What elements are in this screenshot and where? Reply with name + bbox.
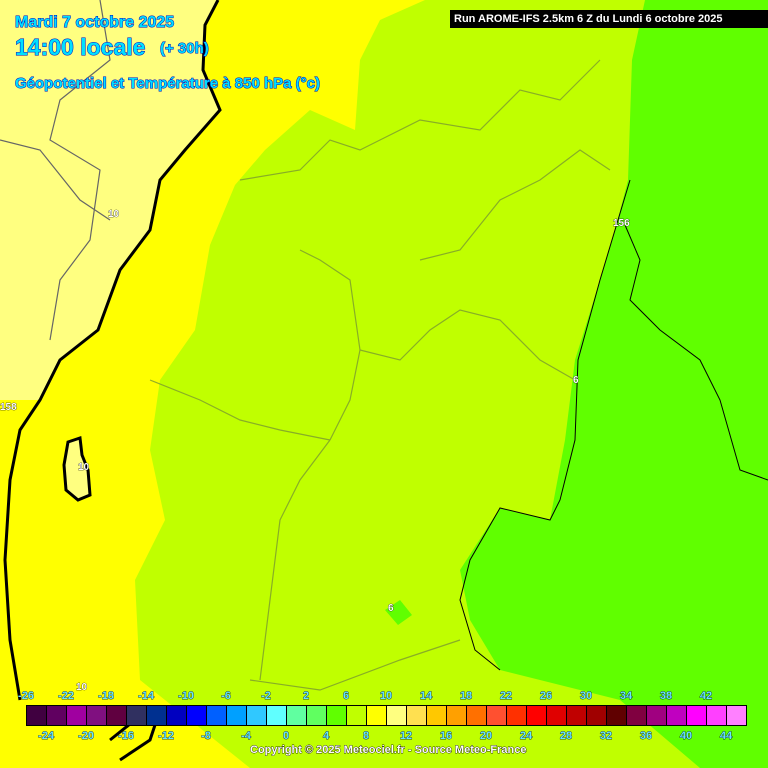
scale-label-top: 6 [342,690,350,703]
color-scale-swatch [347,706,367,725]
color-scale-swatch [127,706,147,725]
contour-label: 158 [0,402,17,414]
color-scale-swatch [607,706,627,725]
color-scale-swatch [507,706,527,725]
scale-label-top: 30 [579,690,593,703]
scale-label-top: -14 [138,690,155,703]
forecast-time: 14:00 locale [14,34,146,61]
color-scale-swatch [647,706,667,725]
scale-label-top: -6 [221,690,231,703]
scale-label-bottom: -24 [38,730,55,743]
color-scale-swatch [487,706,507,725]
color-scale-swatch [387,706,407,725]
scale-label-bottom: 36 [639,730,653,743]
color-scale-swatch [587,706,607,725]
run-info: Run AROME-IFS 2.5km 6 Z du Lundi 6 octob… [450,10,768,28]
color-scale-swatch [27,706,47,725]
contour-label: 10 [76,682,88,694]
scale-label-bottom: 44 [719,730,733,743]
green-patch [385,600,412,625]
scale-label-bottom: 0 [282,730,290,743]
color-scale-swatch [67,706,87,725]
scale-label-bottom: 40 [679,730,693,743]
pale-yellow-region [0,0,220,400]
admin-borders [149,59,611,691]
color-scale-swatch [267,706,287,725]
color-scale-swatch [427,706,447,725]
scale-label-bottom: -8 [201,730,211,743]
isotherm-6 [459,179,631,671]
scale-label-bottom: 4 [322,730,330,743]
color-scale-swatch [667,706,687,725]
scale-label-top: 38 [659,690,673,703]
scale-label-bottom: -16 [118,730,135,743]
scale-label-top: 18 [459,690,473,703]
scale-label-bottom: -4 [241,730,251,743]
color-scale-swatch [547,706,567,725]
scale-label-bottom: 24 [519,730,533,743]
scale-label-top: 42 [699,690,713,703]
parameter-title: Géopotentiel et Température à 850 hPa (°… [15,75,321,93]
scale-label-bottom: 32 [599,730,613,743]
scale-label-top: 22 [499,690,513,703]
color-scale-swatch [87,706,107,725]
color-scale-swatch [187,706,207,725]
scale-label-top: -26 [18,690,35,703]
color-scale-swatch [287,706,307,725]
scale-label-top: -18 [98,690,115,703]
scale-label-top: 26 [539,690,553,703]
color-scale-swatch [167,706,187,725]
scale-label-bottom: 16 [439,730,453,743]
scale-label-bottom: 20 [479,730,493,743]
color-scale-swatch [627,706,647,725]
color-scale-swatch [727,706,746,725]
scale-label-top: 14 [419,690,433,703]
color-scale-swatch [527,706,547,725]
scale-label-top: -10 [178,690,195,703]
color-scale-swatch [567,706,587,725]
borders-west [0,0,111,341]
contour-label: 10 [78,462,90,474]
color-scale-swatch [107,706,127,725]
scale-label-bottom: -12 [158,730,175,743]
scale-label-top: -2 [261,690,271,703]
color-scale-swatch [327,706,347,725]
green-region [460,0,768,768]
color-scale-swatch [407,706,427,725]
contour-label: 156 [613,218,630,230]
forecast-offset: (+ 30h) [160,40,210,58]
scale-label-top: 2 [302,690,310,703]
color-scale-swatch [47,706,67,725]
scale-label-bottom: -20 [78,730,95,743]
scale-label-top: 10 [379,690,393,703]
coastline [3,0,222,701]
scale-label-bottom: 8 [362,730,370,743]
scale-label-top: -22 [58,690,75,703]
color-scale-swatch [467,706,487,725]
color-scale-swatch [707,706,727,725]
scale-label-bottom: 28 [559,730,573,743]
contour-label: 6 [573,375,579,387]
color-scale-swatch [307,706,327,725]
color-scale-swatch [207,706,227,725]
color-scale-swatch [367,706,387,725]
copyright: Copyright © 2025 Meteociel.fr - Source M… [250,744,527,757]
color-scale-swatch [147,706,167,725]
scale-label-bottom: 12 [399,730,413,743]
color-scale-swatch [227,706,247,725]
color-scale-swatch [687,706,707,725]
pale-yellow-island [62,435,92,502]
color-scale-swatch [447,706,467,725]
color-scale [26,705,747,726]
contour-label: 10 [108,209,120,221]
color-scale-swatch [247,706,267,725]
forecast-date: Mardi 7 octobre 2025 [14,14,175,32]
border [624,224,768,481]
scale-label-top: 34 [619,690,633,703]
contour-label: 6 [388,603,394,615]
